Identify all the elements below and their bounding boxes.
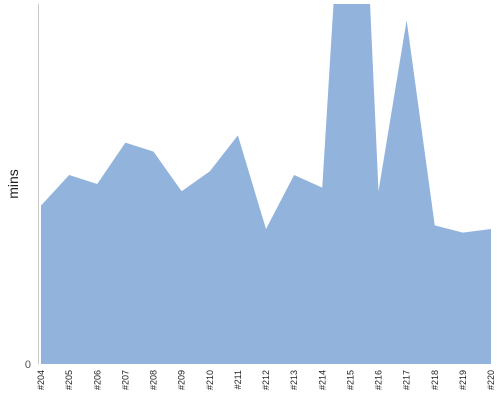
x-tick-label: #216 — [374, 370, 384, 390]
x-tick-label: #211 — [233, 370, 243, 389]
area-series — [41, 4, 491, 364]
x-tick-label: #206 — [92, 370, 102, 390]
x-tick-label: #212 — [261, 370, 271, 390]
x-tick-label: #213 — [289, 370, 299, 390]
x-tick-label: #215 — [345, 370, 355, 390]
x-tick-label: #204 — [36, 370, 46, 390]
y-tick-label: 0 — [25, 359, 31, 371]
x-tick-label: #214 — [317, 370, 327, 390]
x-tick-label: #220 — [486, 370, 496, 390]
x-tick-label: #205 — [64, 370, 74, 390]
x-tick-label: #219 — [458, 370, 468, 390]
x-tick-label: #207 — [120, 370, 130, 390]
x-tick-label: #210 — [205, 370, 215, 390]
x-tick-label: #208 — [149, 370, 159, 390]
y-axis-label: mins — [5, 169, 21, 199]
x-tick-label: #218 — [430, 370, 440, 390]
x-tick-label: #209 — [177, 370, 187, 390]
x-tick-label: #217 — [402, 370, 412, 390]
